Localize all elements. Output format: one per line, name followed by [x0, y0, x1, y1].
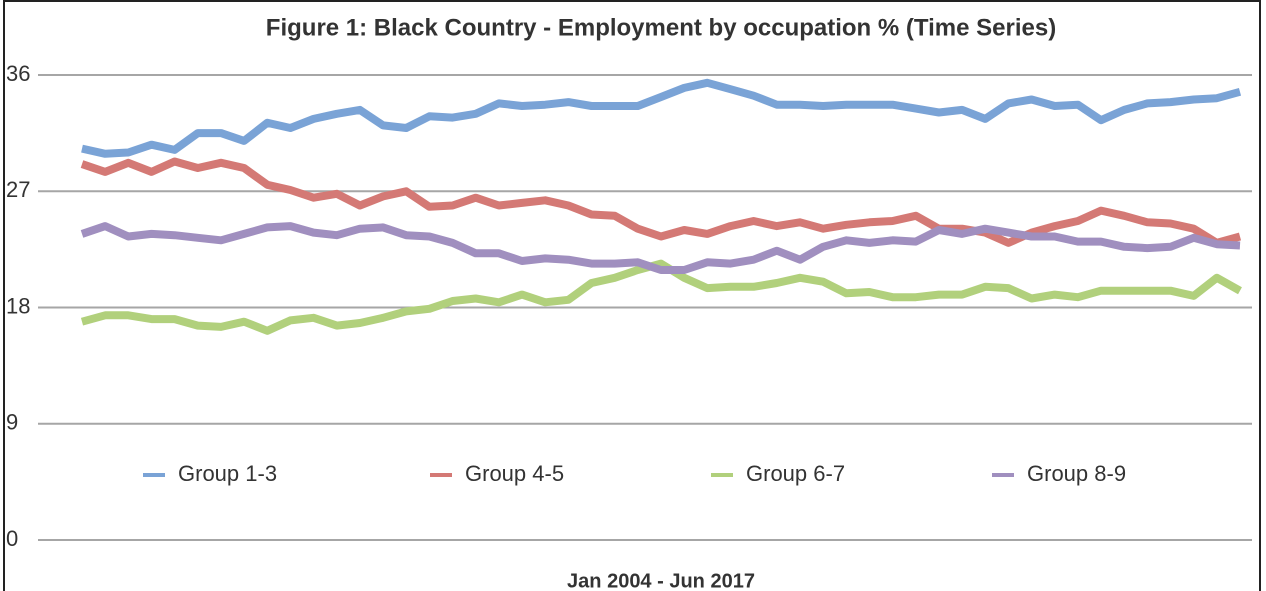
y-tick-label: 18	[6, 293, 30, 318]
chart-frame	[3, 0, 1261, 591]
chart-title: Figure 1: Black Country - Employment by …	[266, 14, 1056, 41]
series-line	[81, 78, 1242, 158]
legend-label: Group 6-7	[746, 461, 845, 486]
legend-label: Group 1-3	[178, 461, 277, 486]
y-tick-label: 27	[6, 177, 30, 202]
y-tick-label: 36	[6, 61, 30, 86]
y-tick-label: 0	[6, 526, 18, 551]
series-line	[80, 157, 1242, 247]
y-tick-label: 9	[6, 410, 18, 435]
legend-label: Group 4-5	[465, 461, 564, 486]
series-line	[80, 222, 1241, 274]
series-line	[80, 259, 1242, 335]
x-axis-label: Jan 2004 - Jun 2017	[567, 570, 755, 591]
legend-label: Group 8-9	[1027, 461, 1126, 486]
